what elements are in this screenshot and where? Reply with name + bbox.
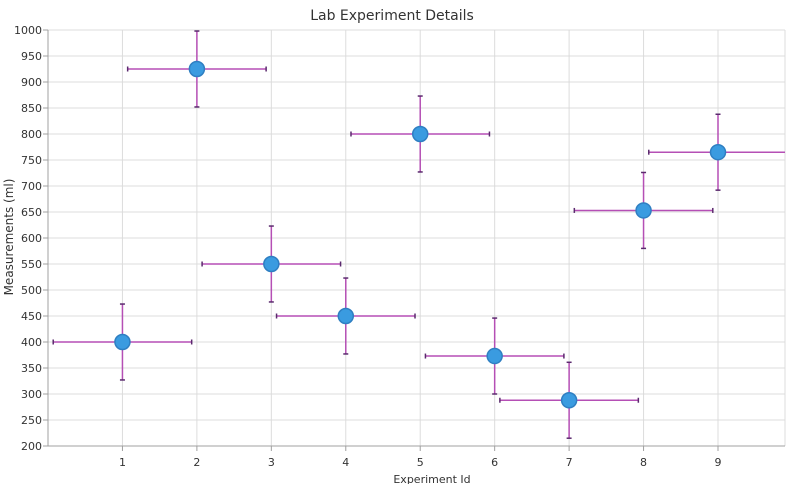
data-point-marker [635, 202, 652, 219]
y-tick-label: 450 [21, 310, 42, 323]
x-tick-label: 5 [417, 456, 424, 469]
y-tick-label: 600 [21, 232, 42, 245]
x-tick-labels: 1 2 3 4 5 6 7 8 9 [119, 456, 722, 469]
y-tick-label: 550 [21, 258, 42, 271]
data-point-marker [560, 391, 578, 409]
data-point-marker [709, 143, 727, 161]
y-tick-label: 300 [21, 388, 42, 401]
y-tick-label: 750 [21, 154, 42, 167]
y-tick-label: 800 [21, 128, 42, 141]
data-point-marker [411, 125, 429, 143]
x-tick-label: 2 [193, 456, 200, 469]
x-tick-label: 4 [342, 456, 349, 469]
y-tick-label: 1000 [14, 24, 42, 37]
y-tick-label: 500 [21, 284, 42, 297]
y-tick-label: 700 [21, 180, 42, 193]
grid-lines [48, 29, 786, 447]
data-point-marker [188, 60, 206, 78]
x-tick-label: 6 [491, 456, 498, 469]
axes [43, 29, 785, 451]
y-tick-label: 900 [21, 76, 42, 89]
x-tick-label: 7 [566, 456, 573, 469]
data-points [114, 60, 727, 409]
y-tick-label: 850 [21, 102, 42, 115]
data-point-marker [486, 347, 503, 365]
y-tick-labels: 200 250 300 350 400 450 500 550 600 650 700 750 800 8… [14, 24, 42, 453]
chart-title: Lab Experiment Details [310, 8, 474, 24]
y-tick-label: 950 [21, 50, 42, 63]
y-tick-label: 400 [21, 336, 42, 349]
x-tick-label: 9 [715, 456, 722, 469]
error-bars [52, 30, 785, 439]
y-axis-label: Measurements (ml) [2, 179, 16, 296]
y-tick-label: 200 [21, 440, 42, 453]
y-tick-label: 650 [21, 206, 42, 219]
x-tick-label: 1 [119, 456, 126, 469]
data-point-marker [337, 307, 355, 325]
x-axis-label: Experiment Id [393, 473, 470, 484]
y-tick-label: 250 [21, 414, 42, 427]
x-tick-label: 8 [640, 456, 647, 469]
x-tick-label: 3 [268, 456, 275, 469]
data-point-marker [263, 255, 280, 273]
y-tick-label: 350 [21, 362, 42, 375]
data-point-marker [114, 333, 131, 351]
